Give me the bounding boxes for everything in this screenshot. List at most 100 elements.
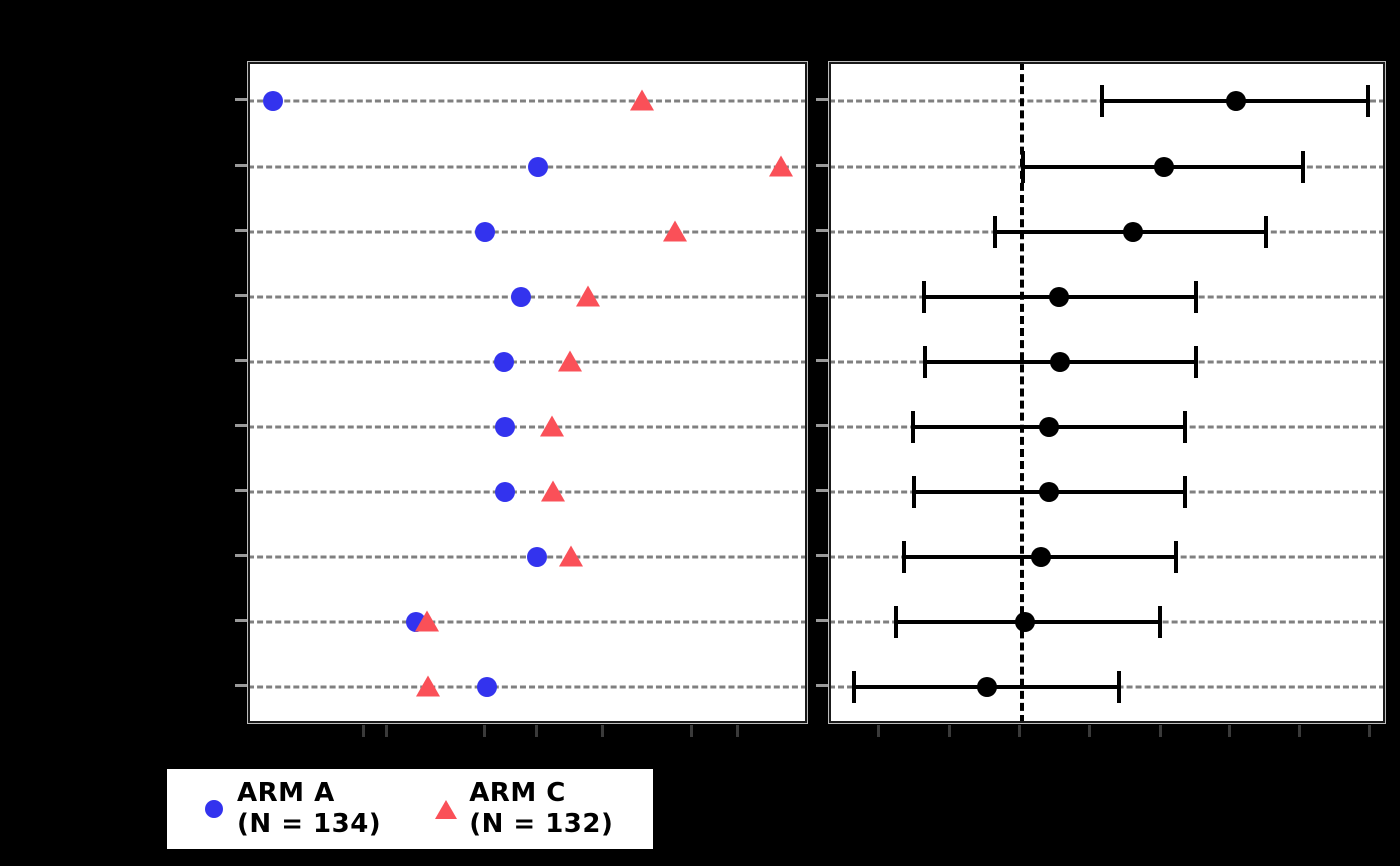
point-estimate-marker-row-10 [977, 677, 997, 697]
legend: ARM A (N = 134) ARM C (N = 132) [164, 766, 656, 852]
confidence-interval-cap-high-row-7 [1183, 476, 1187, 508]
y-axis-tick-1 [816, 98, 828, 101]
confidence-interval-cap-low-row-3 [993, 216, 997, 248]
x-axis-tick-1 [362, 725, 365, 737]
point-estimate-marker-row-3 [1123, 222, 1143, 242]
arm-a-circle-marker-row-4 [511, 287, 531, 307]
y-axis-tick-3 [816, 229, 828, 232]
confidence-interval-cap-low-row-10 [852, 671, 856, 703]
confidence-interval-cap-high-row-1 [1366, 85, 1370, 117]
point-estimate-marker-row-9 [1015, 612, 1035, 632]
y-axis-tick-5 [235, 359, 247, 362]
y-axis-tick-6 [816, 424, 828, 427]
legend-label-arm-c: ARM C (N = 132) [469, 778, 613, 840]
point-estimate-marker-row-2 [1154, 157, 1174, 177]
left-plot-area [250, 64, 805, 721]
y-axis-tick-7 [816, 489, 828, 492]
point-estimate-marker-row-7 [1039, 482, 1059, 502]
y-axis-tick-10 [235, 684, 247, 687]
y-axis-tick-5 [816, 359, 828, 362]
gridline-row-7 [250, 490, 805, 494]
confidence-interval-cap-high-row-2 [1301, 151, 1305, 183]
arm-c-triangle-marker-row-2 [769, 155, 793, 177]
arm-c-triangle-marker-row-7 [541, 480, 565, 502]
gridline-row-9 [250, 620, 805, 624]
y-axis-tick-4 [235, 294, 247, 297]
x-axis-tick-6 [1228, 725, 1231, 737]
circle-marker-icon [191, 800, 237, 818]
x-axis-tick-6 [690, 725, 693, 737]
triangle-marker-icon [423, 799, 469, 819]
y-axis-tick-9 [235, 619, 247, 622]
legend-label-arm-c-line2: (N = 132) [469, 809, 614, 839]
legend-item-arm-a: ARM A (N = 134) [191, 769, 381, 849]
arm-a-circle-marker-row-2 [528, 157, 548, 177]
point-estimate-marker-row-1 [1226, 91, 1246, 111]
point-estimate-marker-row-8 [1031, 547, 1051, 567]
x-axis-tick-2 [948, 725, 951, 737]
reference-line [1020, 64, 1024, 721]
confidence-interval-cap-high-row-5 [1194, 346, 1198, 378]
x-axis-tick-8 [1368, 725, 1371, 737]
point-estimate-marker-row-6 [1039, 417, 1059, 437]
y-axis-tick-4 [816, 294, 828, 297]
gridline-row-1 [250, 99, 805, 103]
arm-a-circle-marker-row-5 [494, 352, 514, 372]
confidence-interval-cap-low-row-5 [923, 346, 927, 378]
x-axis-tick-1 [877, 725, 880, 737]
confidence-interval-cap-high-row-8 [1174, 541, 1178, 573]
y-axis-tick-2 [235, 164, 247, 167]
left-scatter-panel [247, 61, 808, 724]
y-axis-tick-7 [235, 489, 247, 492]
x-axis-tick-4 [535, 725, 538, 737]
x-axis-tick-5 [601, 725, 604, 737]
x-axis-tick-3 [1018, 725, 1021, 737]
confidence-interval-cap-low-row-7 [912, 476, 916, 508]
y-axis-tick-9 [816, 619, 828, 622]
point-estimate-marker-row-5 [1050, 352, 1070, 372]
legend-label-arm-a-line2: (N = 134) [237, 809, 382, 839]
arm-c-triangle-marker-row-5 [558, 350, 582, 372]
confidence-interval-cap-low-row-4 [922, 281, 926, 313]
y-axis-tick-1 [235, 98, 247, 101]
gridline-row-10 [250, 685, 805, 689]
gridline-row-6 [250, 425, 805, 429]
y-axis-tick-8 [816, 554, 828, 557]
confidence-interval-cap-high-row-4 [1194, 281, 1198, 313]
y-axis-tick-6 [235, 424, 247, 427]
confidence-interval-cap-low-row-9 [894, 606, 898, 638]
arm-a-circle-marker-row-6 [495, 417, 515, 437]
confidence-interval-cap-low-row-6 [911, 411, 915, 443]
x-axis-tick-5 [1159, 725, 1162, 737]
confidence-interval-cap-high-row-10 [1117, 671, 1121, 703]
confidence-interval-cap-low-row-1 [1100, 85, 1104, 117]
arm-c-triangle-marker-row-4 [576, 285, 600, 307]
arm-c-triangle-marker-row-8 [559, 545, 583, 567]
gridline-row-2 [250, 165, 805, 169]
legend-label-arm-a-line1: ARM A [237, 778, 335, 808]
arm-c-triangle-marker-row-10 [416, 675, 440, 697]
y-axis-tick-2 [816, 164, 828, 167]
confidence-interval-cap-low-row-2 [1021, 151, 1025, 183]
y-axis-tick-3 [235, 229, 247, 232]
arm-a-circle-marker-row-1 [263, 91, 283, 111]
arm-a-circle-marker-row-3 [475, 222, 495, 242]
y-axis-tick-8 [235, 554, 247, 557]
right-plot-area [831, 64, 1383, 721]
legend-label-arm-c-line1: ARM C [469, 778, 566, 808]
point-estimate-marker-row-4 [1049, 287, 1069, 307]
y-axis-tick-10 [816, 684, 828, 687]
confidence-interval-cap-high-row-9 [1158, 606, 1162, 638]
confidence-interval-cap-high-row-6 [1183, 411, 1187, 443]
x-axis-tick-7 [736, 725, 739, 737]
confidence-interval-cap-high-row-3 [1264, 216, 1268, 248]
arm-a-circle-marker-row-10 [477, 677, 497, 697]
arm-c-triangle-marker-row-3 [663, 220, 687, 242]
gridline-row-5 [250, 360, 805, 364]
right-forest-panel [828, 61, 1386, 724]
x-axis-tick-3 [483, 725, 486, 737]
legend-item-arm-c: ARM C (N = 132) [423, 769, 613, 849]
arm-c-triangle-marker-row-9 [415, 610, 439, 632]
arm-a-circle-marker-row-7 [495, 482, 515, 502]
